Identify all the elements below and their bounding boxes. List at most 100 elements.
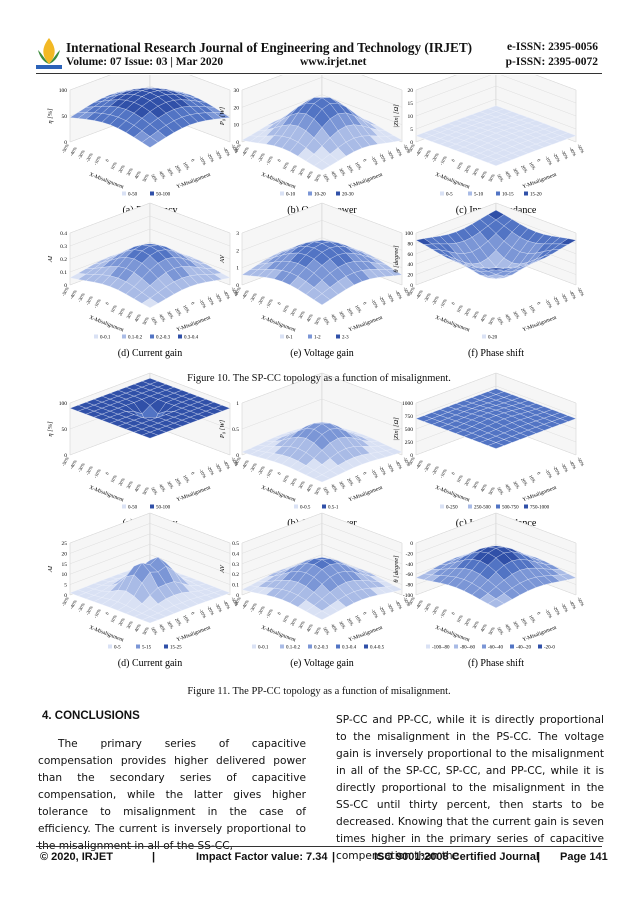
x-tick-label: -30%	[423, 292, 432, 303]
y-tick-label: -30%	[386, 292, 395, 303]
legend-label: 250-500	[474, 506, 491, 511]
y-tick-label: -40%	[394, 146, 403, 157]
impact-factor: Impact Factor value: 7.34	[196, 851, 328, 863]
x-tick-label: -20%	[85, 152, 94, 163]
z-tick-label: 0	[64, 593, 67, 599]
legend-label: 500-750	[502, 506, 519, 511]
z-axis-title: θ [degree]	[393, 555, 400, 583]
z-tick-label: 0	[64, 453, 67, 459]
legend-swatch	[150, 191, 154, 196]
y-tick-label: 50%	[496, 173, 505, 183]
z-tick-label: 0	[64, 283, 67, 289]
x-tick-label: 40%	[133, 483, 142, 493]
y-tick-label: -20%	[378, 605, 387, 616]
y-tick-label: -40%	[394, 289, 403, 300]
x-tick-label: -40%	[415, 146, 424, 157]
x-tick-label: 10%	[109, 474, 118, 484]
x-tick-label: -40%	[241, 459, 250, 470]
surface-patch	[141, 136, 159, 148]
z-tick-label: 25	[62, 541, 68, 547]
y-axis-title: Y-Misalignment	[348, 625, 384, 644]
x-axis-title: X-Misalignment	[434, 172, 471, 191]
y-tick-label: 0	[362, 611, 368, 616]
x-axis-title: X-Misalignment	[260, 172, 297, 191]
y-tick-label: 20%	[346, 164, 355, 174]
z-tick-label: 250	[405, 440, 414, 446]
gridline	[415, 85, 577, 117]
z-tick-label: 15	[408, 101, 414, 107]
x-tick-label: -30%	[423, 462, 432, 473]
y-tick-label: 20%	[346, 307, 355, 317]
x-tick-label: -50%	[61, 596, 70, 607]
z-tick-label: 0.5	[232, 427, 239, 433]
legend-swatch	[150, 334, 154, 339]
x-tick-label: -30%	[249, 602, 258, 613]
page-number: Page 141	[560, 851, 608, 863]
x-tick-label: 20%	[117, 477, 126, 487]
text-column: The primary series of capacitive compens…	[38, 738, 306, 852]
x-tick-label: -40%	[69, 289, 78, 300]
gridline	[415, 75, 577, 104]
separator: |	[537, 851, 541, 863]
figure-caption: Figure 10. The SP-CC topology as a funct…	[187, 373, 451, 384]
x-tick-label: -40%	[241, 146, 250, 157]
y-tick-label: -50%	[402, 143, 411, 154]
z-tick-label: -60	[406, 572, 414, 578]
z-tick-label: 750	[405, 414, 414, 420]
y-tick-label: 20%	[174, 477, 183, 487]
legend-swatch	[336, 334, 340, 339]
y-tick-label: 30%	[338, 480, 347, 490]
y-tick-label: 50%	[322, 486, 331, 496]
z-tick-label: 100	[405, 231, 414, 237]
x-tick-label: -50%	[233, 456, 242, 467]
y-tick-label: 30%	[512, 480, 521, 490]
legend-label: 15-20	[530, 193, 542, 198]
gridline	[241, 202, 403, 234]
x-tick-label: -20%	[431, 295, 440, 306]
x-axis-title: X-Misalignment	[434, 485, 471, 504]
z-tick-label: 15	[62, 562, 68, 568]
y-tick-label: 10%	[354, 474, 363, 484]
legend-label: -40--20	[516, 646, 531, 651]
y-tick-label: 0	[362, 301, 368, 306]
legend-label: 5-10	[474, 193, 484, 198]
x-tick-label: 0	[450, 157, 456, 162]
surface-patch	[313, 293, 331, 306]
x-tick-label: 30%	[297, 480, 306, 490]
x-tick-label: 0	[450, 470, 456, 475]
x-tick-label: 20%	[117, 617, 126, 627]
y-tick-label: 0	[362, 158, 368, 163]
x-tick-label: -30%	[423, 149, 432, 160]
x-tick-label: 50%	[487, 486, 496, 496]
legend-label: 50-100	[156, 506, 171, 511]
z-axis-title: P₀ [W]	[219, 419, 226, 439]
x-tick-label: 30%	[471, 620, 480, 630]
z-axis-title: |Zin| [Ω]	[393, 104, 400, 128]
x-tick-label: -30%	[77, 149, 86, 160]
surface-patch	[313, 474, 331, 483]
x-axis-title: X-Misalignment	[434, 625, 471, 644]
y-tick-label: 50%	[150, 316, 159, 326]
y-tick-label: 0	[190, 471, 196, 476]
x-tick-label: 0	[104, 470, 110, 475]
gridline	[69, 554, 231, 585]
x-tick-label: -30%	[423, 602, 432, 613]
x-tick-label: -50%	[233, 286, 242, 297]
legend-label: 15-25	[170, 646, 182, 651]
x-tick-label: -40%	[69, 459, 78, 470]
x-tick-label: 50%	[313, 486, 322, 496]
y-tick-label: 50%	[322, 316, 331, 326]
legend-label: 1-2	[314, 336, 321, 341]
z-tick-label: 0.3	[232, 562, 239, 568]
y-tick-label: -30%	[386, 602, 395, 613]
x-tick-label: 20%	[463, 617, 472, 627]
z-axis-title: |Zin| [Ω]	[393, 417, 400, 441]
z-tick-label: 0.4	[232, 551, 239, 557]
x-tick-label: 20%	[117, 164, 126, 174]
z-tick-label: -40	[406, 562, 414, 568]
y-tick-label: 10%	[354, 161, 363, 171]
y-tick-label: 30%	[338, 167, 347, 177]
x-tick-label: -40%	[415, 459, 424, 470]
